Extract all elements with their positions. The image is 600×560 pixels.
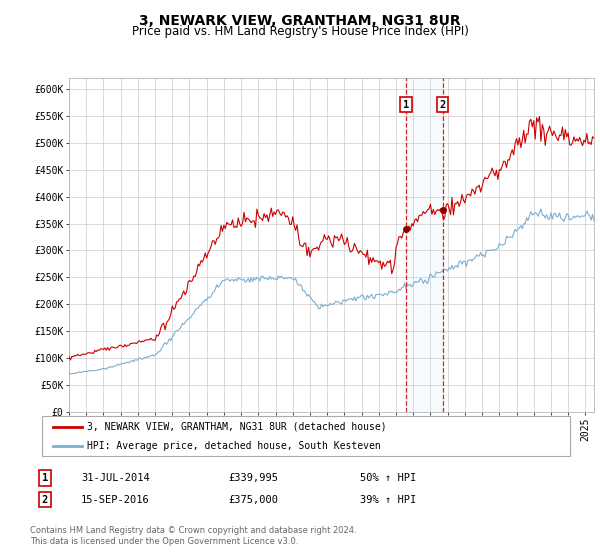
Text: Contains HM Land Registry data © Crown copyright and database right 2024.
This d: Contains HM Land Registry data © Crown c… xyxy=(30,526,356,546)
Text: 50% ↑ HPI: 50% ↑ HPI xyxy=(360,473,416,483)
Text: HPI: Average price, detached house, South Kesteven: HPI: Average price, detached house, Sout… xyxy=(87,441,380,450)
Text: Price paid vs. HM Land Registry's House Price Index (HPI): Price paid vs. HM Land Registry's House … xyxy=(131,25,469,38)
Text: £375,000: £375,000 xyxy=(228,494,278,505)
Text: 3, NEWARK VIEW, GRANTHAM, NG31 8UR (detached house): 3, NEWARK VIEW, GRANTHAM, NG31 8UR (deta… xyxy=(87,422,386,432)
Bar xyxy=(406,78,443,412)
Text: 3, NEWARK VIEW, GRANTHAM, NG31 8UR: 3, NEWARK VIEW, GRANTHAM, NG31 8UR xyxy=(139,14,461,28)
Text: 39% ↑ HPI: 39% ↑ HPI xyxy=(360,494,416,505)
Text: 2: 2 xyxy=(440,100,446,110)
Text: 15-SEP-2016: 15-SEP-2016 xyxy=(81,494,150,505)
Text: 2: 2 xyxy=(42,494,48,505)
Text: 1: 1 xyxy=(42,473,48,483)
Text: 1: 1 xyxy=(403,100,409,110)
Text: 31-JUL-2014: 31-JUL-2014 xyxy=(81,473,150,483)
Text: £339,995: £339,995 xyxy=(228,473,278,483)
